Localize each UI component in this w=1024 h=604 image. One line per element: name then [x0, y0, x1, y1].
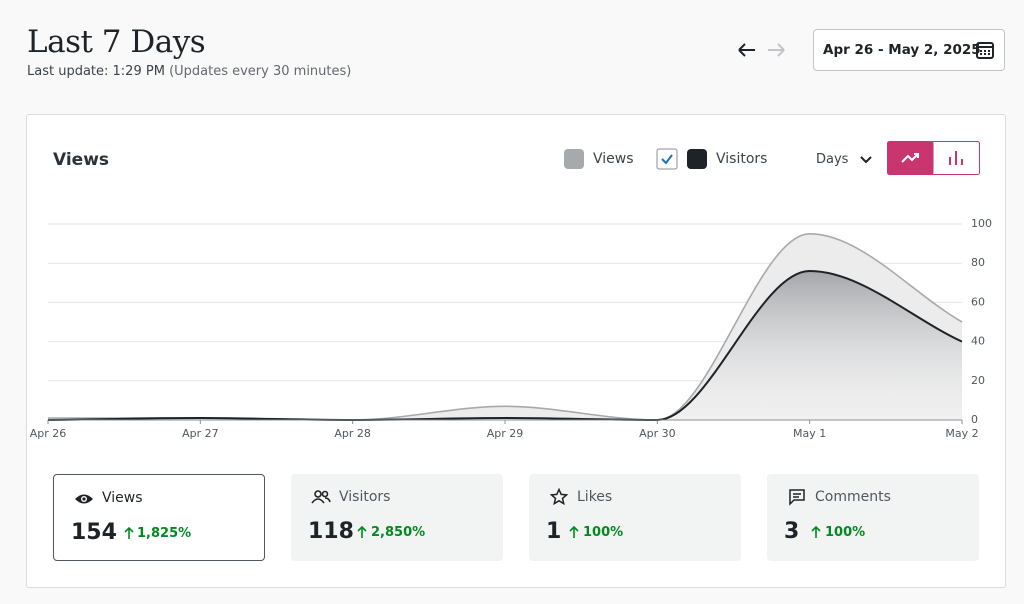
- up-arrow: [124, 526, 134, 539]
- y-tick-label: 60: [971, 295, 985, 308]
- stat-card[interactable]: Views 154 1,825%: [53, 474, 265, 561]
- update-info: Last update: 1:29 PM (Updates every 30 m…: [27, 64, 351, 79]
- x-tick-label: Apr 28: [334, 427, 371, 440]
- x-tick-label: Apr 29: [487, 427, 524, 440]
- interval-label: Days: [816, 152, 849, 167]
- page-title: Last 7 Days: [27, 24, 206, 60]
- legend-swatch[interactable]: [687, 149, 707, 169]
- date-picker[interactable]: Apr 26 - May 2, 2025: [813, 29, 1005, 71]
- period-nav: [738, 43, 785, 57]
- chart-type-toggle: [887, 141, 980, 175]
- x-tick-label: May 1: [793, 427, 826, 440]
- stat-change: 2,850%: [371, 525, 426, 540]
- interval-select[interactable]: Days: [816, 152, 848, 167]
- up-arrow: [569, 525, 579, 538]
- star-icon: [550, 488, 568, 506]
- last-update: Last update: 1:29 PM: [27, 64, 165, 79]
- y-tick-label: 100: [971, 217, 992, 230]
- stat-value: 154: [71, 520, 117, 545]
- y-tick-label: 40: [971, 335, 985, 348]
- y-tick-label: 0: [971, 413, 978, 426]
- next-period[interactable]: [768, 43, 785, 57]
- stat-label: Visitors: [339, 489, 391, 505]
- chart-title: Views: [53, 150, 110, 170]
- chevron-icon: [860, 156, 872, 164]
- update-note: (Updates every 30 minutes): [169, 64, 352, 79]
- y-tick-label: 20: [971, 374, 985, 387]
- stat-card[interactable]: Comments 3 100%: [767, 474, 979, 561]
- x-tick-label: May 2: [945, 427, 978, 440]
- stat-value: 118: [308, 519, 354, 544]
- stat-value: 3: [784, 519, 800, 544]
- legend-label: Visitors: [716, 151, 768, 167]
- bar-chart-button[interactable]: [949, 151, 963, 165]
- stat-label: Comments: [815, 489, 891, 505]
- legend-label: Views: [593, 151, 634, 167]
- series-line: [47, 270, 963, 422]
- stat-change: 100%: [825, 525, 866, 540]
- line-chart: 0 20 40 60 80 100 Apr 26 Apr 27 Apr 28 Apr 29 Apr …: [30, 217, 992, 440]
- people-icon: [311, 490, 331, 504]
- stat-card[interactable]: Likes 1 100%: [529, 474, 741, 561]
- legend-swatch[interactable]: [564, 149, 584, 169]
- comment-icon: [789, 489, 805, 506]
- stat-change: 100%: [583, 525, 624, 540]
- legend-checkbox[interactable]: [656, 148, 678, 170]
- series-area: [48, 271, 962, 420]
- stat-label: Views: [102, 490, 143, 506]
- stat-value: 1: [546, 519, 562, 544]
- x-tick-label: Apr 30: [639, 427, 676, 440]
- line-chart-button[interactable]: [887, 141, 934, 175]
- eye-icon: [75, 494, 93, 504]
- x-tick-label: Apr 27: [182, 427, 219, 440]
- prev-period[interactable]: [738, 43, 755, 57]
- stat-card[interactable]: Visitors 118 2,850%: [291, 474, 503, 561]
- up-arrow: [357, 525, 367, 538]
- calendar-icon: [976, 42, 994, 59]
- x-tick-label: Apr 26: [30, 427, 67, 440]
- stat-label: Likes: [577, 489, 613, 505]
- stat-change: 1,825%: [137, 526, 192, 541]
- y-tick-label: 80: [971, 256, 985, 269]
- date-range: Apr 26 - May 2, 2025: [823, 42, 981, 58]
- up-arrow: [811, 525, 821, 538]
